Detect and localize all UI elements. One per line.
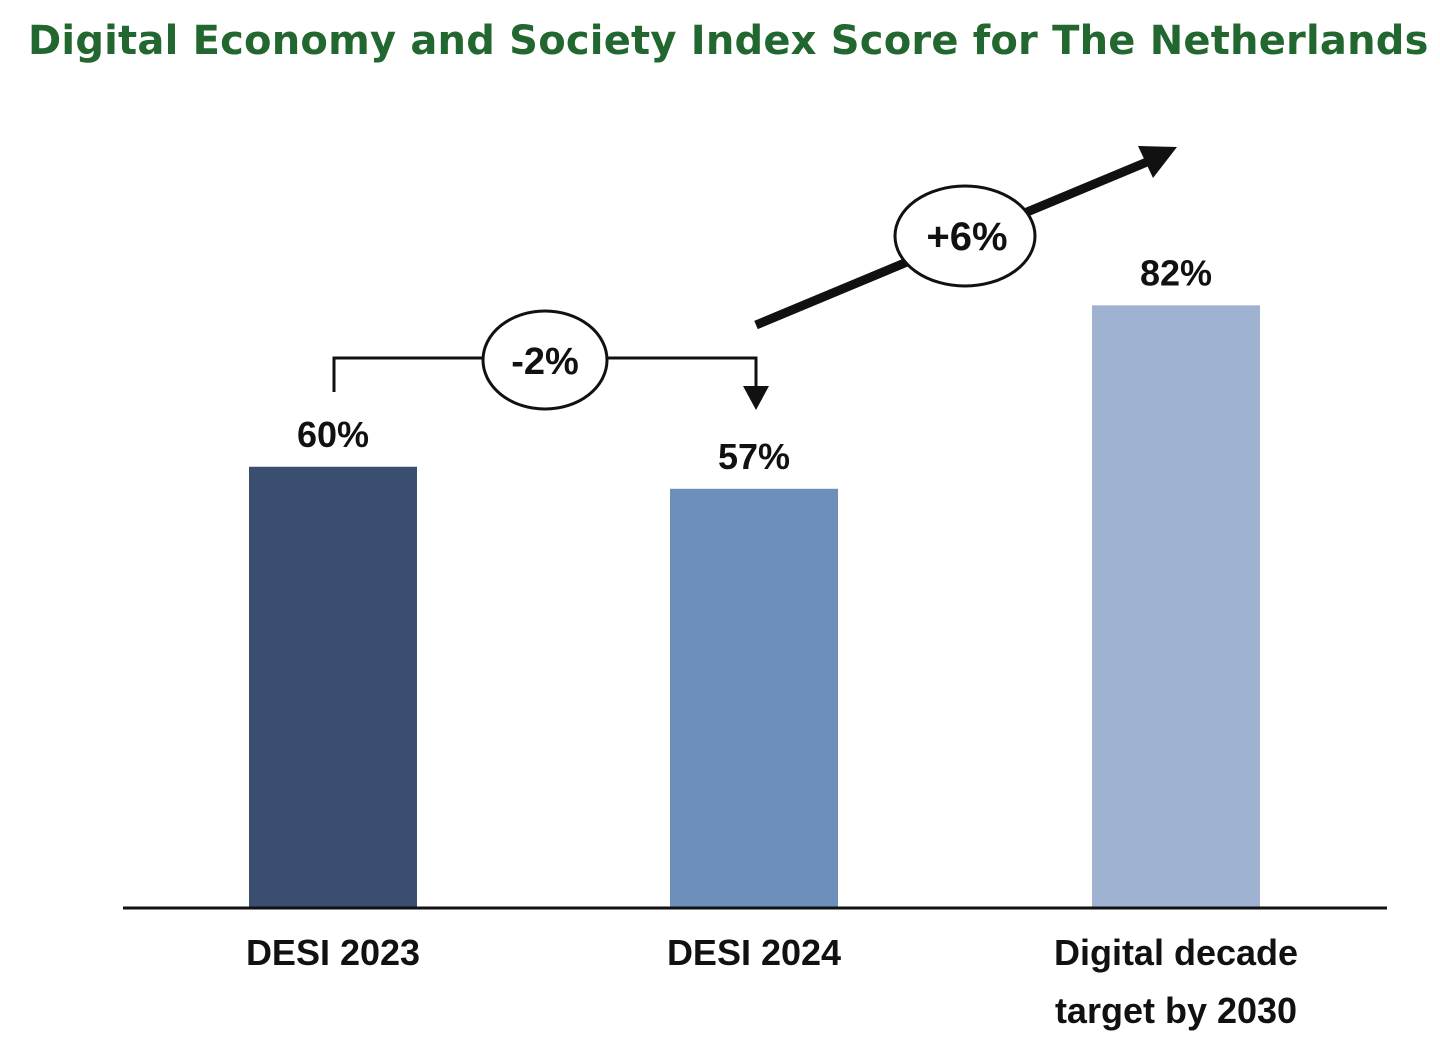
category-label-2: DESI 2024 (667, 932, 841, 973)
bar-3 (1092, 305, 1260, 907)
value-label-2: 57% (718, 436, 790, 477)
bar-2 (670, 488, 838, 907)
decrease-arrow-head (743, 386, 769, 410)
increase-badge-ellipse (893, 184, 1037, 288)
chart-title: Digital Economy and Society Index Score … (28, 18, 1429, 64)
decrease-badge-label: -2% (511, 341, 579, 383)
category-label-1: DESI 2023 (246, 932, 420, 973)
value-label-3: 82% (1140, 252, 1212, 293)
decrease-annotation: -2% (332, 309, 769, 411)
value-label-1: 60% (297, 414, 369, 455)
category-label-3-line-2: target by 2030 (1055, 990, 1297, 1031)
increase-arrow-head (1138, 146, 1177, 178)
increase-badge-label: +6% (926, 215, 1007, 259)
increase-annotation: +6% (754, 146, 1177, 330)
bar-1 (249, 466, 417, 907)
category-label-3-line-1: Digital decade (1054, 932, 1298, 973)
decrease-badge-ellipse (481, 309, 609, 411)
